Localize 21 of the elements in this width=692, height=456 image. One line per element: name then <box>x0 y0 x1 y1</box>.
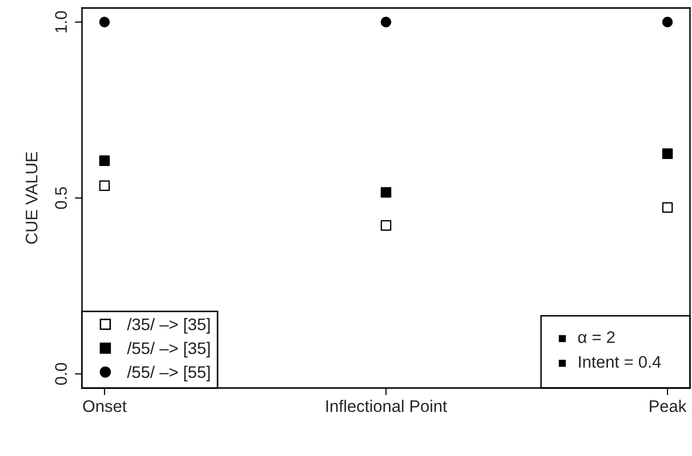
legend-label: /55/ –> [35] <box>127 342 210 358</box>
x-tick-label: Peak <box>650 400 686 412</box>
y-axis-title: CUE VALUE <box>26 152 38 244</box>
point <box>99 155 110 166</box>
point <box>662 148 673 159</box>
point <box>380 16 392 28</box>
point <box>662 16 673 28</box>
point <box>380 187 392 198</box>
point <box>99 16 110 28</box>
y-tick-label: 0.0 <box>55 362 67 385</box>
legend-label: /35/ –> [35] <box>127 318 210 334</box>
annotation: α = 2 <box>578 331 615 344</box>
point <box>99 180 110 191</box>
point <box>662 202 673 213</box>
legend-label: /55/ –> [55] <box>127 366 210 382</box>
y-tick-label: 1.0 <box>55 11 67 32</box>
annotation: Intent = 0.4 <box>579 356 661 368</box>
y-tick-label: 0.5 <box>55 187 67 209</box>
x-tick-label: Inflectional Point <box>326 400 448 412</box>
x-tick-label: Onset <box>83 400 127 412</box>
point <box>380 220 392 231</box>
